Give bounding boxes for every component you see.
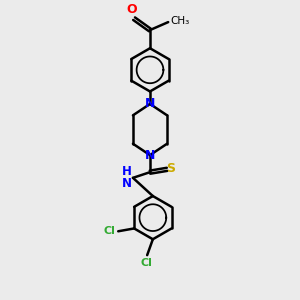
Text: Cl: Cl: [103, 226, 116, 236]
Text: S: S: [166, 162, 175, 175]
Text: N: N: [145, 148, 155, 162]
Text: CH₃: CH₃: [170, 16, 190, 26]
Text: N: N: [145, 98, 155, 110]
Text: H
N: H N: [122, 165, 132, 190]
Text: O: O: [127, 3, 137, 16]
Text: Cl: Cl: [140, 258, 152, 268]
